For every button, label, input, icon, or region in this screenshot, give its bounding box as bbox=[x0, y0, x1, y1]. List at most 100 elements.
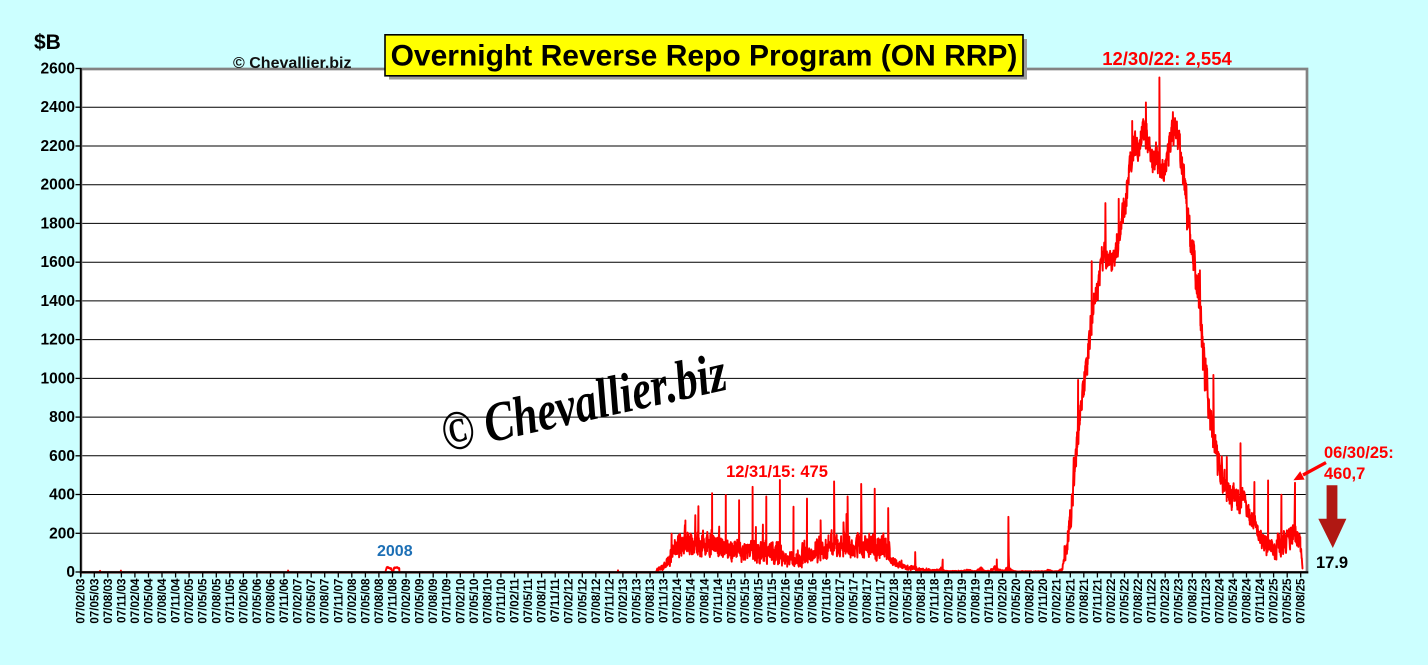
svg-text:07/11/09: 07/11/09 bbox=[441, 578, 454, 623]
svg-text:07/02/11: 07/02/11 bbox=[509, 578, 522, 623]
svg-text:07/02/14: 07/02/14 bbox=[671, 578, 684, 624]
svg-text:07/11/14: 07/11/14 bbox=[712, 578, 725, 623]
svg-text:07/08/15: 07/08/15 bbox=[753, 578, 766, 624]
svg-text:07/05/09: 07/05/09 bbox=[414, 578, 427, 624]
svg-text:07/08/11: 07/08/11 bbox=[536, 578, 549, 623]
svg-text:06/30/25:: 06/30/25: bbox=[1324, 444, 1394, 462]
svg-text:07/02/15: 07/02/15 bbox=[725, 578, 738, 624]
svg-text:07/05/12: 07/05/12 bbox=[576, 579, 589, 624]
svg-text:07/05/25: 07/05/25 bbox=[1281, 578, 1294, 624]
svg-text:07/08/21: 07/08/21 bbox=[1078, 578, 1091, 624]
svg-text:07/02/06: 07/02/06 bbox=[237, 578, 250, 624]
svg-text:07/11/07: 07/11/07 bbox=[332, 579, 345, 624]
svg-text:07/08/22: 07/08/22 bbox=[1132, 579, 1145, 624]
svg-text:07/11/12: 07/11/12 bbox=[603, 579, 616, 624]
svg-text:07/08/17: 07/08/17 bbox=[861, 579, 874, 624]
svg-text:07/11/20: 07/11/20 bbox=[1037, 579, 1050, 624]
svg-text:07/02/12: 07/02/12 bbox=[563, 579, 576, 624]
svg-text:12/31/15: 475: 12/31/15: 475 bbox=[726, 463, 828, 481]
svg-text:07/02/17: 07/02/17 bbox=[834, 579, 847, 624]
svg-text:07/08/07: 07/08/07 bbox=[319, 579, 332, 624]
svg-text:07/11/18: 07/11/18 bbox=[929, 578, 942, 623]
svg-text:2000: 2000 bbox=[41, 177, 75, 194]
svg-text:600: 600 bbox=[49, 448, 75, 465]
svg-text:07/05/13: 07/05/13 bbox=[631, 578, 644, 624]
svg-text:07/02/03: 07/02/03 bbox=[75, 578, 88, 624]
svg-text:07/08/19: 07/08/19 bbox=[969, 578, 982, 624]
svg-text:07/02/23: 07/02/23 bbox=[1159, 578, 1172, 624]
svg-text:07/11/13: 07/11/13 bbox=[658, 578, 671, 623]
svg-text:400: 400 bbox=[49, 487, 75, 504]
svg-text:07/08/12: 07/08/12 bbox=[590, 579, 603, 624]
svg-text:07/02/19: 07/02/19 bbox=[942, 578, 955, 624]
svg-text:07/11/17: 07/11/17 bbox=[875, 579, 888, 624]
svg-text:07/05/08: 07/05/08 bbox=[359, 578, 372, 624]
svg-text:1800: 1800 bbox=[41, 215, 75, 232]
svg-text:© Chevallier.biz: © Chevallier.biz bbox=[233, 55, 352, 72]
svg-text:1200: 1200 bbox=[41, 332, 75, 349]
svg-text:Overnight Reverse Repo Program: Overnight Reverse Repo Program (ON RRP) bbox=[391, 40, 1018, 73]
svg-text:2400: 2400 bbox=[41, 99, 75, 116]
svg-text:07/02/18: 07/02/18 bbox=[888, 578, 901, 624]
svg-text:460,7: 460,7 bbox=[1324, 465, 1365, 483]
svg-text:07/08/10: 07/08/10 bbox=[481, 579, 494, 624]
svg-text:1000: 1000 bbox=[41, 370, 75, 387]
svg-text:07/02/04: 07/02/04 bbox=[129, 578, 142, 624]
svg-text:07/05/05: 07/05/05 bbox=[197, 578, 210, 624]
svg-text:07/02/25: 07/02/25 bbox=[1268, 578, 1281, 624]
svg-text:07/08/18: 07/08/18 bbox=[915, 578, 928, 624]
svg-text:07/08/04: 07/08/04 bbox=[156, 578, 169, 624]
svg-text:07/05/10: 07/05/10 bbox=[468, 579, 481, 624]
svg-text:07/05/03: 07/05/03 bbox=[88, 578, 101, 624]
svg-text:07/11/06: 07/11/06 bbox=[278, 578, 291, 623]
svg-text:07/11/11: 07/11/11 bbox=[549, 578, 562, 622]
svg-text:07/05/19: 07/05/19 bbox=[956, 578, 969, 624]
svg-text:07/02/13: 07/02/13 bbox=[617, 578, 630, 624]
svg-text:07/05/16: 07/05/16 bbox=[793, 578, 806, 624]
svg-text:07/11/19: 07/11/19 bbox=[983, 578, 996, 623]
svg-text:07/02/20: 07/02/20 bbox=[997, 579, 1010, 624]
svg-text:07/08/24: 07/08/24 bbox=[1241, 578, 1254, 624]
svg-text:07/11/21: 07/11/21 bbox=[1091, 578, 1104, 623]
svg-text:$B: $B bbox=[34, 31, 61, 54]
svg-text:07/02/05: 07/02/05 bbox=[183, 578, 196, 624]
svg-text:07/05/17: 07/05/17 bbox=[847, 579, 860, 624]
svg-text:1400: 1400 bbox=[41, 293, 75, 310]
svg-text:07/05/18: 07/05/18 bbox=[902, 578, 915, 624]
svg-text:07/05/06: 07/05/06 bbox=[251, 578, 264, 624]
svg-text:07/11/24: 07/11/24 bbox=[1254, 578, 1267, 623]
svg-text:2200: 2200 bbox=[41, 138, 75, 155]
svg-text:07/05/11: 07/05/11 bbox=[522, 578, 535, 623]
svg-text:07/05/23: 07/05/23 bbox=[1173, 578, 1186, 624]
svg-text:2008: 2008 bbox=[377, 543, 413, 560]
svg-text:07/11/04: 07/11/04 bbox=[170, 578, 183, 623]
svg-text:07/11/05: 07/11/05 bbox=[224, 578, 237, 623]
svg-text:07/08/25: 07/08/25 bbox=[1295, 578, 1308, 624]
svg-text:07/11/22: 07/11/22 bbox=[1146, 579, 1159, 624]
svg-text:07/08/23: 07/08/23 bbox=[1186, 578, 1199, 624]
svg-text:07/05/24: 07/05/24 bbox=[1227, 578, 1240, 624]
svg-text:07/08/06: 07/08/06 bbox=[265, 578, 278, 624]
svg-text:07/02/16: 07/02/16 bbox=[780, 578, 793, 624]
svg-text:17.9: 17.9 bbox=[1316, 554, 1348, 572]
svg-text:07/08/16: 07/08/16 bbox=[807, 578, 820, 624]
svg-text:07/08/03: 07/08/03 bbox=[102, 578, 115, 624]
svg-text:2600: 2600 bbox=[41, 61, 75, 78]
svg-text:1600: 1600 bbox=[41, 254, 75, 271]
svg-text:07/08/13: 07/08/13 bbox=[644, 578, 657, 624]
svg-text:07/02/09: 07/02/09 bbox=[400, 578, 413, 624]
svg-text:07/02/24: 07/02/24 bbox=[1213, 578, 1226, 624]
svg-text:07/11/10: 07/11/10 bbox=[495, 579, 508, 624]
svg-text:07/05/20: 07/05/20 bbox=[1010, 579, 1023, 624]
svg-text:07/08/14: 07/08/14 bbox=[698, 578, 711, 624]
svg-text:07/11/03: 07/11/03 bbox=[115, 578, 128, 623]
svg-text:07/11/16: 07/11/16 bbox=[820, 578, 833, 623]
svg-text:07/02/22: 07/02/22 bbox=[1105, 579, 1118, 624]
svg-text:07/08/05: 07/08/05 bbox=[210, 578, 223, 624]
svg-text:07/11/23: 07/11/23 bbox=[1200, 578, 1213, 623]
svg-text:07/05/22: 07/05/22 bbox=[1119, 579, 1132, 624]
svg-text:07/02/08: 07/02/08 bbox=[346, 578, 359, 624]
svg-text:07/05/04: 07/05/04 bbox=[143, 578, 156, 624]
svg-text:07/05/21: 07/05/21 bbox=[1064, 578, 1077, 624]
svg-text:07/11/08: 07/11/08 bbox=[387, 578, 400, 623]
